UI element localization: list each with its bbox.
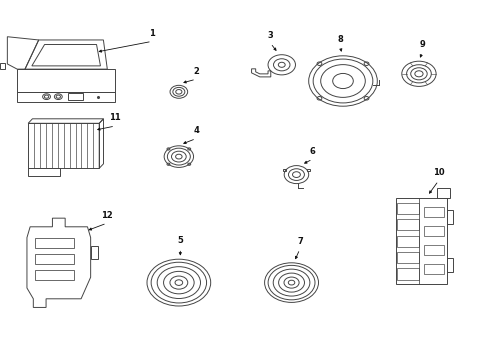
Bar [68, 93, 83, 100]
Bar [424, 245, 443, 255]
Bar [397, 235, 419, 247]
Bar [91, 246, 98, 259]
Bar [397, 269, 419, 280]
Text: 1: 1 [149, 29, 155, 38]
Bar [28, 123, 99, 168]
Text: 7: 7 [297, 237, 303, 246]
Bar [397, 203, 419, 214]
Bar [397, 219, 419, 230]
Bar [447, 258, 453, 272]
Text: 11: 11 [109, 113, 121, 122]
Bar [35, 270, 74, 280]
Text: 4: 4 [193, 126, 199, 135]
Bar [424, 207, 443, 217]
Bar [447, 210, 453, 224]
Bar [424, 226, 443, 236]
Text: 2: 2 [193, 67, 199, 76]
Text: 10: 10 [433, 168, 444, 177]
Text: 6: 6 [310, 147, 316, 156]
Text: 8: 8 [338, 35, 343, 44]
Bar [35, 254, 74, 264]
Bar [424, 264, 443, 274]
Bar [396, 198, 447, 284]
Bar [437, 188, 450, 198]
Text: 5: 5 [177, 236, 183, 245]
Text: 9: 9 [419, 40, 425, 49]
Text: 3: 3 [268, 31, 273, 40]
Bar [397, 252, 419, 263]
Bar [28, 168, 60, 176]
Text: 12: 12 [101, 211, 113, 220]
Bar [35, 238, 74, 248]
